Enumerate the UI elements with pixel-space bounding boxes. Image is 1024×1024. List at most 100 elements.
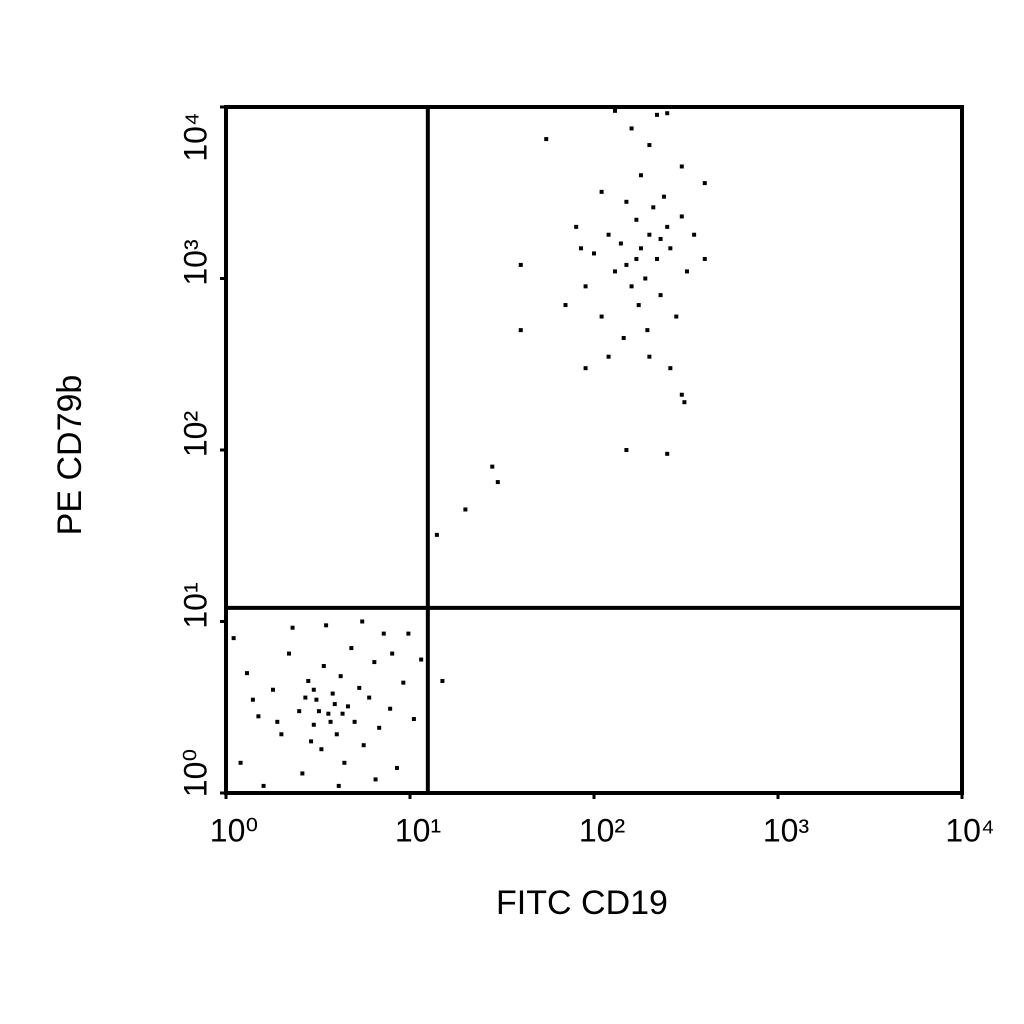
dot xyxy=(668,246,673,251)
dot xyxy=(330,691,335,696)
dot xyxy=(275,719,280,724)
dot xyxy=(624,199,629,204)
dot xyxy=(679,392,684,397)
dot xyxy=(321,664,326,669)
dot xyxy=(665,224,670,229)
x-tick-label: 10⁰ xyxy=(210,812,258,848)
dot xyxy=(401,680,406,685)
dot xyxy=(624,448,629,452)
dot xyxy=(440,678,445,683)
dot xyxy=(306,678,311,683)
dot xyxy=(256,714,261,719)
dot xyxy=(297,709,302,714)
dot xyxy=(336,783,341,788)
dot xyxy=(303,695,308,700)
dot xyxy=(518,328,523,333)
dot xyxy=(250,697,255,702)
dot xyxy=(300,771,305,776)
dot xyxy=(647,232,652,237)
dot xyxy=(655,112,660,117)
dot xyxy=(349,646,354,651)
dot xyxy=(629,126,634,131)
dot xyxy=(270,687,275,692)
dot xyxy=(583,366,588,371)
dot xyxy=(599,314,604,319)
dot xyxy=(373,777,378,782)
dot xyxy=(692,232,697,237)
dot xyxy=(490,464,495,469)
dot xyxy=(583,284,588,289)
dot xyxy=(658,293,663,298)
dot xyxy=(629,284,634,289)
dot xyxy=(679,164,684,169)
dot xyxy=(702,256,707,261)
dot xyxy=(612,269,617,274)
y-tick-label: 10¹ xyxy=(177,582,213,628)
dot xyxy=(634,256,639,261)
dot xyxy=(643,276,648,281)
dot xyxy=(328,719,333,724)
dot xyxy=(606,354,611,359)
dot xyxy=(621,335,626,340)
dot xyxy=(702,181,707,186)
dot xyxy=(618,241,623,246)
dot xyxy=(231,636,236,641)
dot xyxy=(290,625,295,630)
dot xyxy=(309,739,314,744)
y-tick-label: 10⁰ xyxy=(177,749,213,797)
dot xyxy=(419,657,424,662)
dot xyxy=(599,189,604,194)
x-tick-label: 10³ xyxy=(763,812,810,848)
dot xyxy=(395,765,400,770)
dot xyxy=(340,711,345,716)
dot xyxy=(665,111,670,116)
x-tick-label: 10⁴ xyxy=(945,812,994,848)
x-tick-label: 10¹ xyxy=(395,812,441,848)
dot xyxy=(518,262,523,267)
dot xyxy=(544,137,549,142)
dot xyxy=(638,173,643,178)
dot xyxy=(658,236,663,241)
dot xyxy=(579,246,584,251)
dot xyxy=(334,732,339,737)
dot xyxy=(612,108,617,113)
dot xyxy=(360,619,365,624)
x-axis-label: FITC CD19 xyxy=(496,884,668,922)
dot xyxy=(324,623,329,628)
dot xyxy=(674,314,679,319)
x-tick-label: 10² xyxy=(579,812,626,848)
dot xyxy=(624,262,629,267)
dot xyxy=(377,725,382,730)
dot xyxy=(574,224,579,229)
dot xyxy=(352,719,357,724)
dot xyxy=(655,256,660,261)
dot xyxy=(563,303,568,308)
dot xyxy=(279,732,284,737)
y-tick-label: 10³ xyxy=(177,239,213,286)
dot xyxy=(634,217,639,222)
y-tick-label: 10² xyxy=(177,411,213,458)
dot xyxy=(406,631,411,636)
dot xyxy=(287,651,292,656)
dot xyxy=(434,532,439,537)
dot xyxy=(651,205,656,210)
dot xyxy=(592,251,596,256)
dot xyxy=(338,674,343,679)
dot xyxy=(361,743,366,748)
dot xyxy=(244,671,249,676)
dot xyxy=(645,328,650,333)
dot xyxy=(357,685,362,690)
dot xyxy=(319,747,324,752)
dot xyxy=(326,711,331,716)
dot xyxy=(636,303,641,308)
dot xyxy=(342,760,347,765)
dot xyxy=(495,480,500,485)
dot xyxy=(606,232,611,237)
dot xyxy=(684,269,689,274)
y-axis-label: PE CD79b xyxy=(51,375,89,536)
dot xyxy=(314,697,319,702)
dot xyxy=(463,507,468,512)
dot xyxy=(665,451,670,456)
